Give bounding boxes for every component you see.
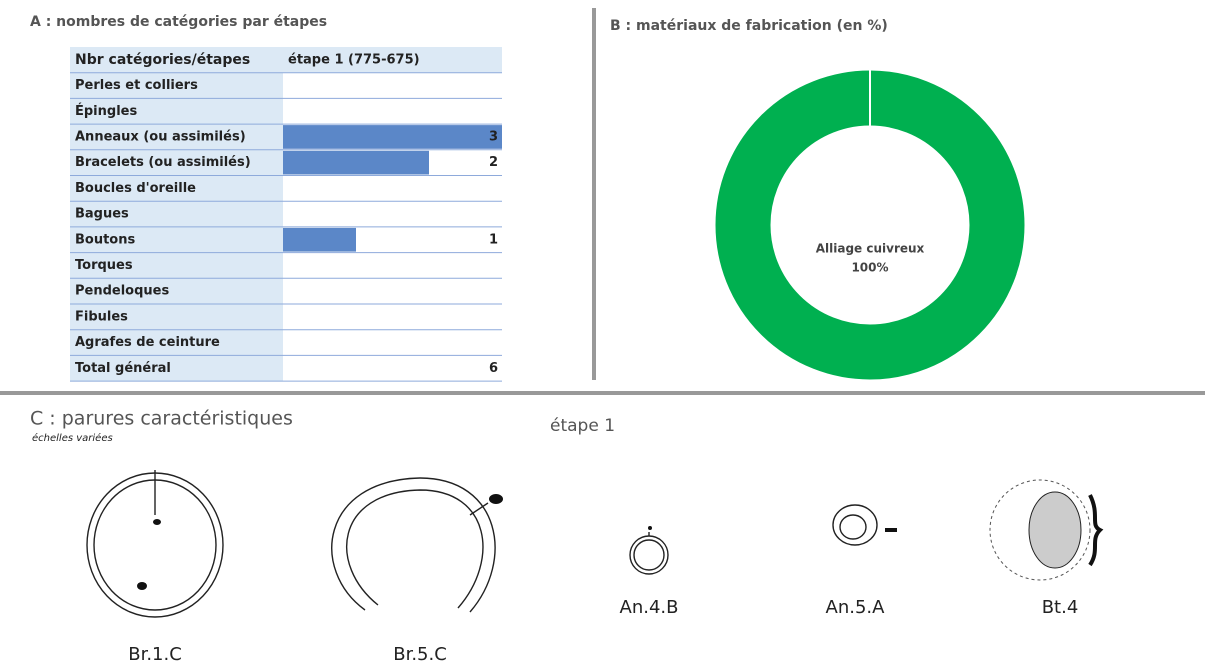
label-cell bbox=[70, 355, 283, 382]
item-label: Bt.4 bbox=[1042, 597, 1079, 618]
row-label: Boutons bbox=[75, 232, 135, 247]
item-label: Br.5.C bbox=[393, 644, 447, 664]
donut-slice bbox=[715, 70, 1025, 380]
label-cell bbox=[70, 72, 283, 99]
row-label: Torques bbox=[75, 258, 133, 273]
bar bbox=[283, 227, 356, 252]
panel-c-title: C : parures caractéristiques bbox=[30, 408, 293, 430]
bar bbox=[283, 150, 429, 175]
label-cell bbox=[70, 252, 283, 279]
header: étape 1 (775-675) bbox=[288, 52, 420, 67]
row-value: 2 bbox=[489, 155, 498, 170]
label-cell bbox=[70, 278, 283, 304]
row-label: Perles et colliers bbox=[75, 78, 198, 93]
header: Nbr catégories/étapes bbox=[75, 52, 250, 68]
row-label: Bagues bbox=[75, 207, 129, 222]
label-cell bbox=[70, 149, 283, 176]
panel-a-title: A : nombres de catégories par étapes bbox=[30, 14, 327, 30]
row-label: Pendeloques bbox=[75, 284, 169, 299]
row-label: Agrafes de ceinture bbox=[75, 335, 220, 350]
label-cell bbox=[70, 304, 283, 330]
slice-label: Alliage cuivreux bbox=[816, 242, 925, 256]
panel-b-title: B : matériaux de fabrication (en %) bbox=[610, 18, 888, 34]
label-cell bbox=[70, 226, 283, 253]
row-value: 3 bbox=[489, 129, 498, 144]
bar bbox=[283, 125, 502, 149]
slice-value: 100% bbox=[851, 261, 888, 275]
stage-label: étape 1 bbox=[550, 416, 615, 436]
item-label: Br.1.C bbox=[128, 644, 182, 664]
divider bbox=[0, 391, 1205, 395]
row-value: 6 bbox=[489, 361, 498, 376]
item-label: An.5.A bbox=[826, 597, 886, 618]
item-label: An.4.B bbox=[620, 597, 679, 618]
panel-c-subtitle: échelles variées bbox=[32, 432, 113, 444]
row-label: Total général bbox=[75, 361, 171, 376]
row-value: 1 bbox=[489, 232, 498, 247]
row-label: Fibules bbox=[75, 309, 128, 324]
row-label: Épingles bbox=[75, 103, 137, 119]
divider bbox=[592, 8, 596, 380]
row-label: Bracelets (ou assimilés) bbox=[75, 155, 251, 170]
row-label: Anneaux (ou assimilés) bbox=[75, 129, 246, 144]
label-cell bbox=[70, 98, 283, 125]
header-cell bbox=[70, 47, 502, 73]
drawings bbox=[86, 470, 1104, 618]
label-cell bbox=[70, 124, 283, 150]
label-cell bbox=[70, 329, 283, 356]
row-label: Boucles d'oreille bbox=[75, 181, 196, 196]
label-cell bbox=[70, 175, 283, 202]
label-cell bbox=[70, 201, 283, 227]
